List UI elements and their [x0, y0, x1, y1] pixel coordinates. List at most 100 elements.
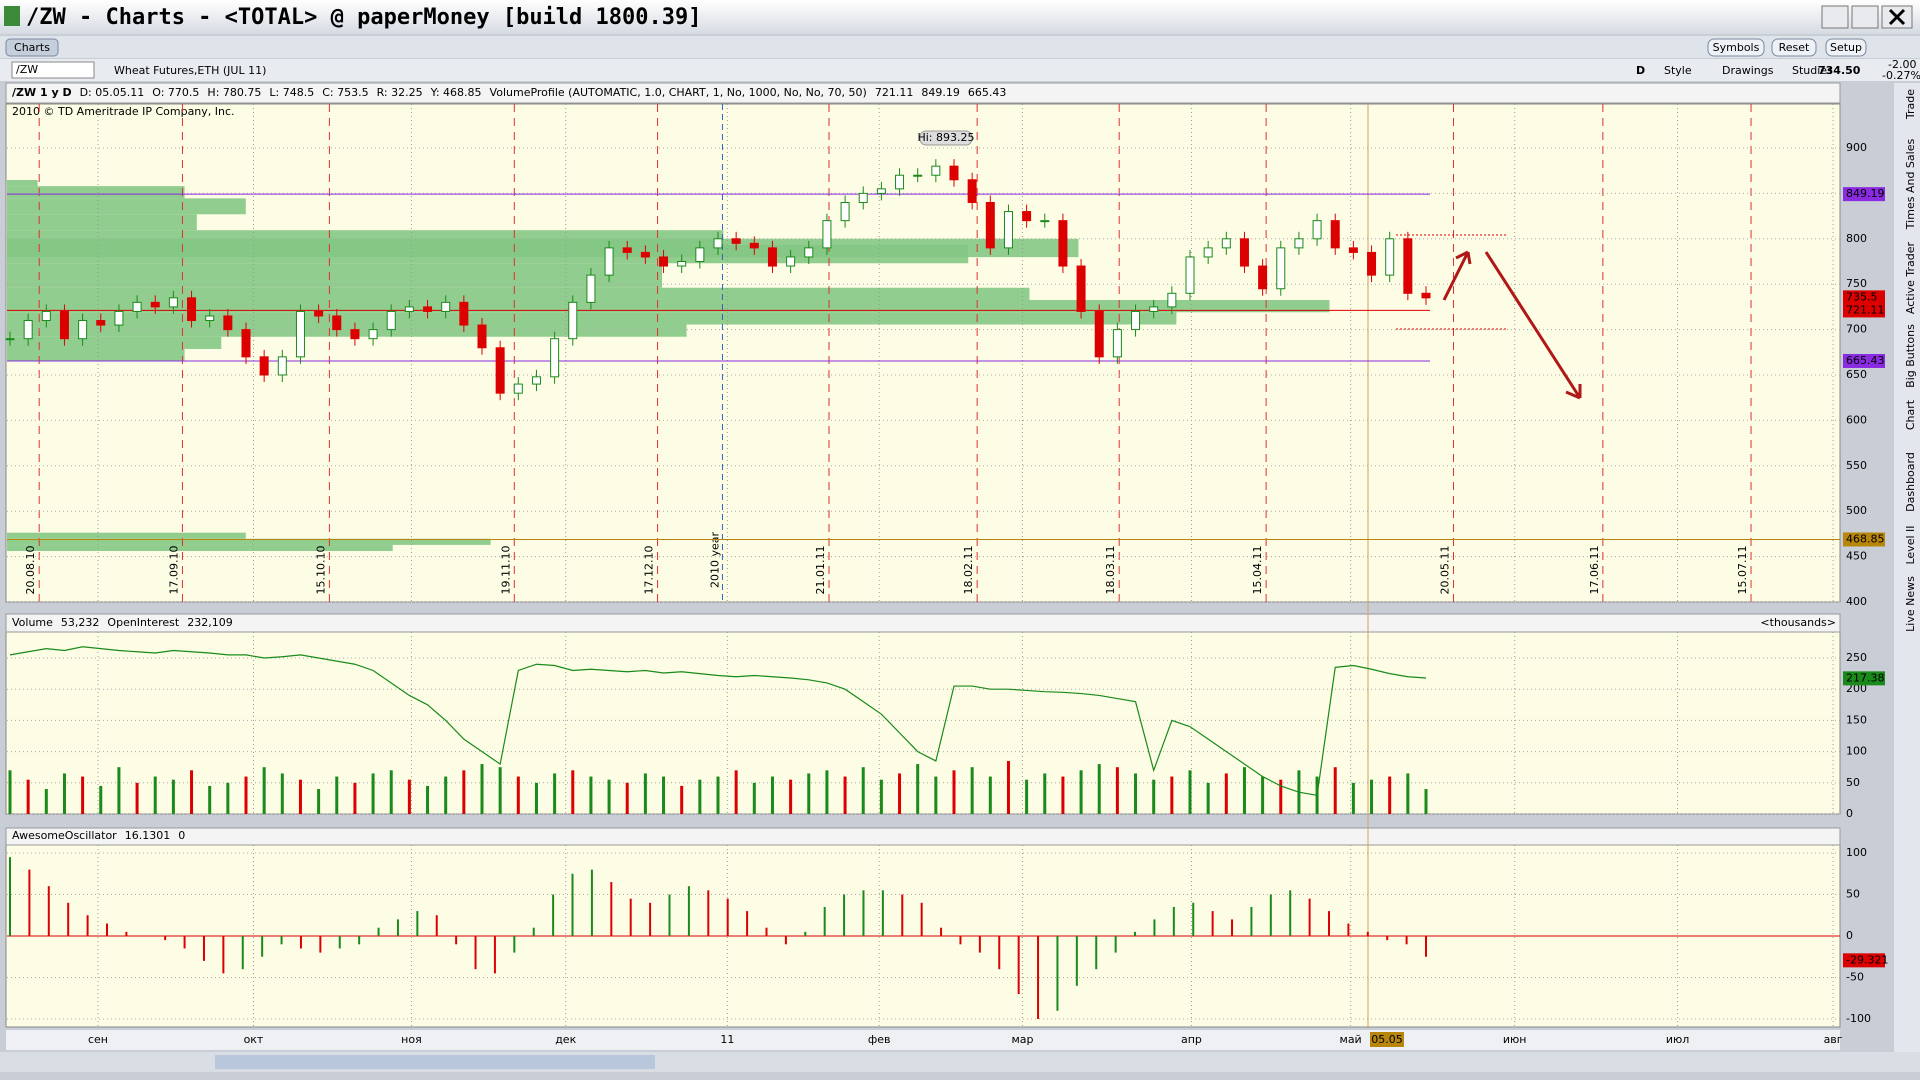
ao-marker	[1843, 953, 1885, 968]
copyright: 2010 © TD Ameritrade IP Company, Inc.	[12, 105, 235, 118]
volume-bar	[1370, 779, 1374, 814]
candle-body	[1276, 247, 1286, 290]
volume-bar	[825, 770, 829, 814]
volume-header-item: 53,232	[61, 616, 100, 629]
volume-bar	[607, 779, 611, 814]
toolbar	[0, 36, 1920, 58]
candle-body	[332, 315, 342, 331]
volume-bar	[1043, 773, 1047, 814]
candle-body	[1022, 211, 1032, 222]
side-tab[interactable]: Level II	[1904, 525, 1917, 564]
expiration-date: 20.08.10	[24, 546, 37, 595]
volume-bar	[280, 773, 284, 814]
symbol-input[interactable]	[11, 61, 95, 79]
volume-profile-band	[7, 214, 197, 231]
price-marker	[1843, 303, 1885, 318]
price-marker	[1843, 290, 1885, 305]
volume-bar	[480, 764, 484, 814]
ao-header-item: AwesomeOscillator	[12, 829, 117, 842]
side-tab[interactable]: Big Buttons	[1904, 324, 1917, 388]
side-tab[interactable]: Live News	[1904, 576, 1917, 632]
volume-bar	[879, 779, 883, 814]
side-tab[interactable]: Chart	[1904, 399, 1917, 430]
side-tab[interactable]: Active Trader	[1904, 241, 1917, 314]
candle-body	[531, 376, 541, 385]
year-label: 2010 year	[708, 532, 721, 589]
expiration-date: 20.05.11	[1438, 546, 1451, 595]
volume-profile-band	[7, 287, 1030, 301]
volume-profile-band	[7, 324, 687, 337]
candle-body	[1385, 238, 1395, 276]
volume-tick-label: 50	[1846, 776, 1860, 789]
candle-body	[1058, 220, 1068, 267]
candle-body	[1348, 247, 1358, 253]
minimize-button[interactable]	[1821, 5, 1849, 29]
candle-body	[187, 297, 197, 322]
volume-profile-band	[7, 544, 393, 552]
candle-body	[659, 256, 669, 267]
side-tab[interactable]: Dashboard	[1904, 452, 1917, 512]
volume-bar	[643, 773, 647, 814]
volume-bar	[1188, 770, 1192, 814]
volume-profile-band	[7, 532, 246, 539]
volume-bar	[462, 770, 466, 814]
price-tick-label: 600	[1846, 413, 1867, 426]
tool-button[interactable]: Studies	[1792, 64, 1833, 77]
volume-bar	[934, 776, 938, 814]
toolbar-button[interactable]	[1707, 38, 1765, 57]
volume-bar	[407, 779, 411, 814]
volume-bar	[625, 782, 629, 814]
side-tab[interactable]: Trade	[1904, 89, 1917, 120]
volume-bar	[244, 776, 248, 814]
toolbar-button[interactable]	[1771, 38, 1817, 57]
candle-body	[1185, 256, 1195, 294]
month-label: 11	[720, 1033, 734, 1046]
scroll-thumb[interactable]	[215, 1055, 655, 1069]
candle-body	[967, 179, 977, 203]
candle-body	[132, 301, 142, 312]
volume-bar	[1006, 760, 1010, 814]
volume-bar	[171, 779, 175, 814]
side-tab[interactable]: Times And Sales	[1904, 139, 1917, 231]
candle-body	[622, 247, 632, 253]
close-icon	[1888, 8, 1906, 26]
volume-bar	[317, 789, 321, 814]
candle-body	[1294, 238, 1304, 249]
candle-body	[96, 320, 106, 326]
volume-bar	[444, 776, 448, 814]
candle-body	[931, 165, 941, 176]
tab[interactable]	[5, 38, 59, 57]
price-tick-label: 900	[1846, 141, 1867, 154]
volume-bar	[516, 776, 520, 814]
candle-body	[314, 310, 324, 317]
candle-body	[1076, 265, 1086, 312]
header-value: L: 748.5	[269, 86, 314, 99]
volume-bar	[1025, 779, 1029, 814]
maximize-button[interactable]	[1851, 5, 1879, 29]
month-label: сен	[88, 1033, 108, 1046]
price-tick-label: 550	[1846, 459, 1867, 472]
volume-tick-label: 200	[1846, 682, 1867, 695]
toolbar-button[interactable]	[1825, 38, 1867, 57]
price-marker-label: 735.5	[1846, 290, 1878, 303]
volume-bar	[353, 782, 357, 814]
tool-button[interactable]: Drawings	[1722, 64, 1774, 77]
arrow	[1442, 250, 1472, 301]
tool-button[interactable]: Style	[1664, 64, 1692, 77]
volume-bar	[589, 776, 593, 814]
candle-body	[150, 301, 160, 308]
arrow	[1484, 251, 1582, 400]
month-label: мар	[1011, 1033, 1033, 1046]
volume-plot	[5, 631, 1841, 815]
price-tick-label: 400	[1846, 595, 1867, 608]
candle-body	[822, 220, 832, 249]
volume-bar	[1170, 776, 1174, 814]
symbol-bar	[0, 59, 1920, 81]
header-value: D: 05.05.11	[80, 86, 145, 99]
candle-body	[5, 338, 15, 341]
candle-body	[205, 315, 215, 322]
volume-bar	[426, 785, 430, 814]
expiration-date: 18.03.11	[1104, 546, 1117, 595]
candle-body	[1131, 310, 1141, 331]
